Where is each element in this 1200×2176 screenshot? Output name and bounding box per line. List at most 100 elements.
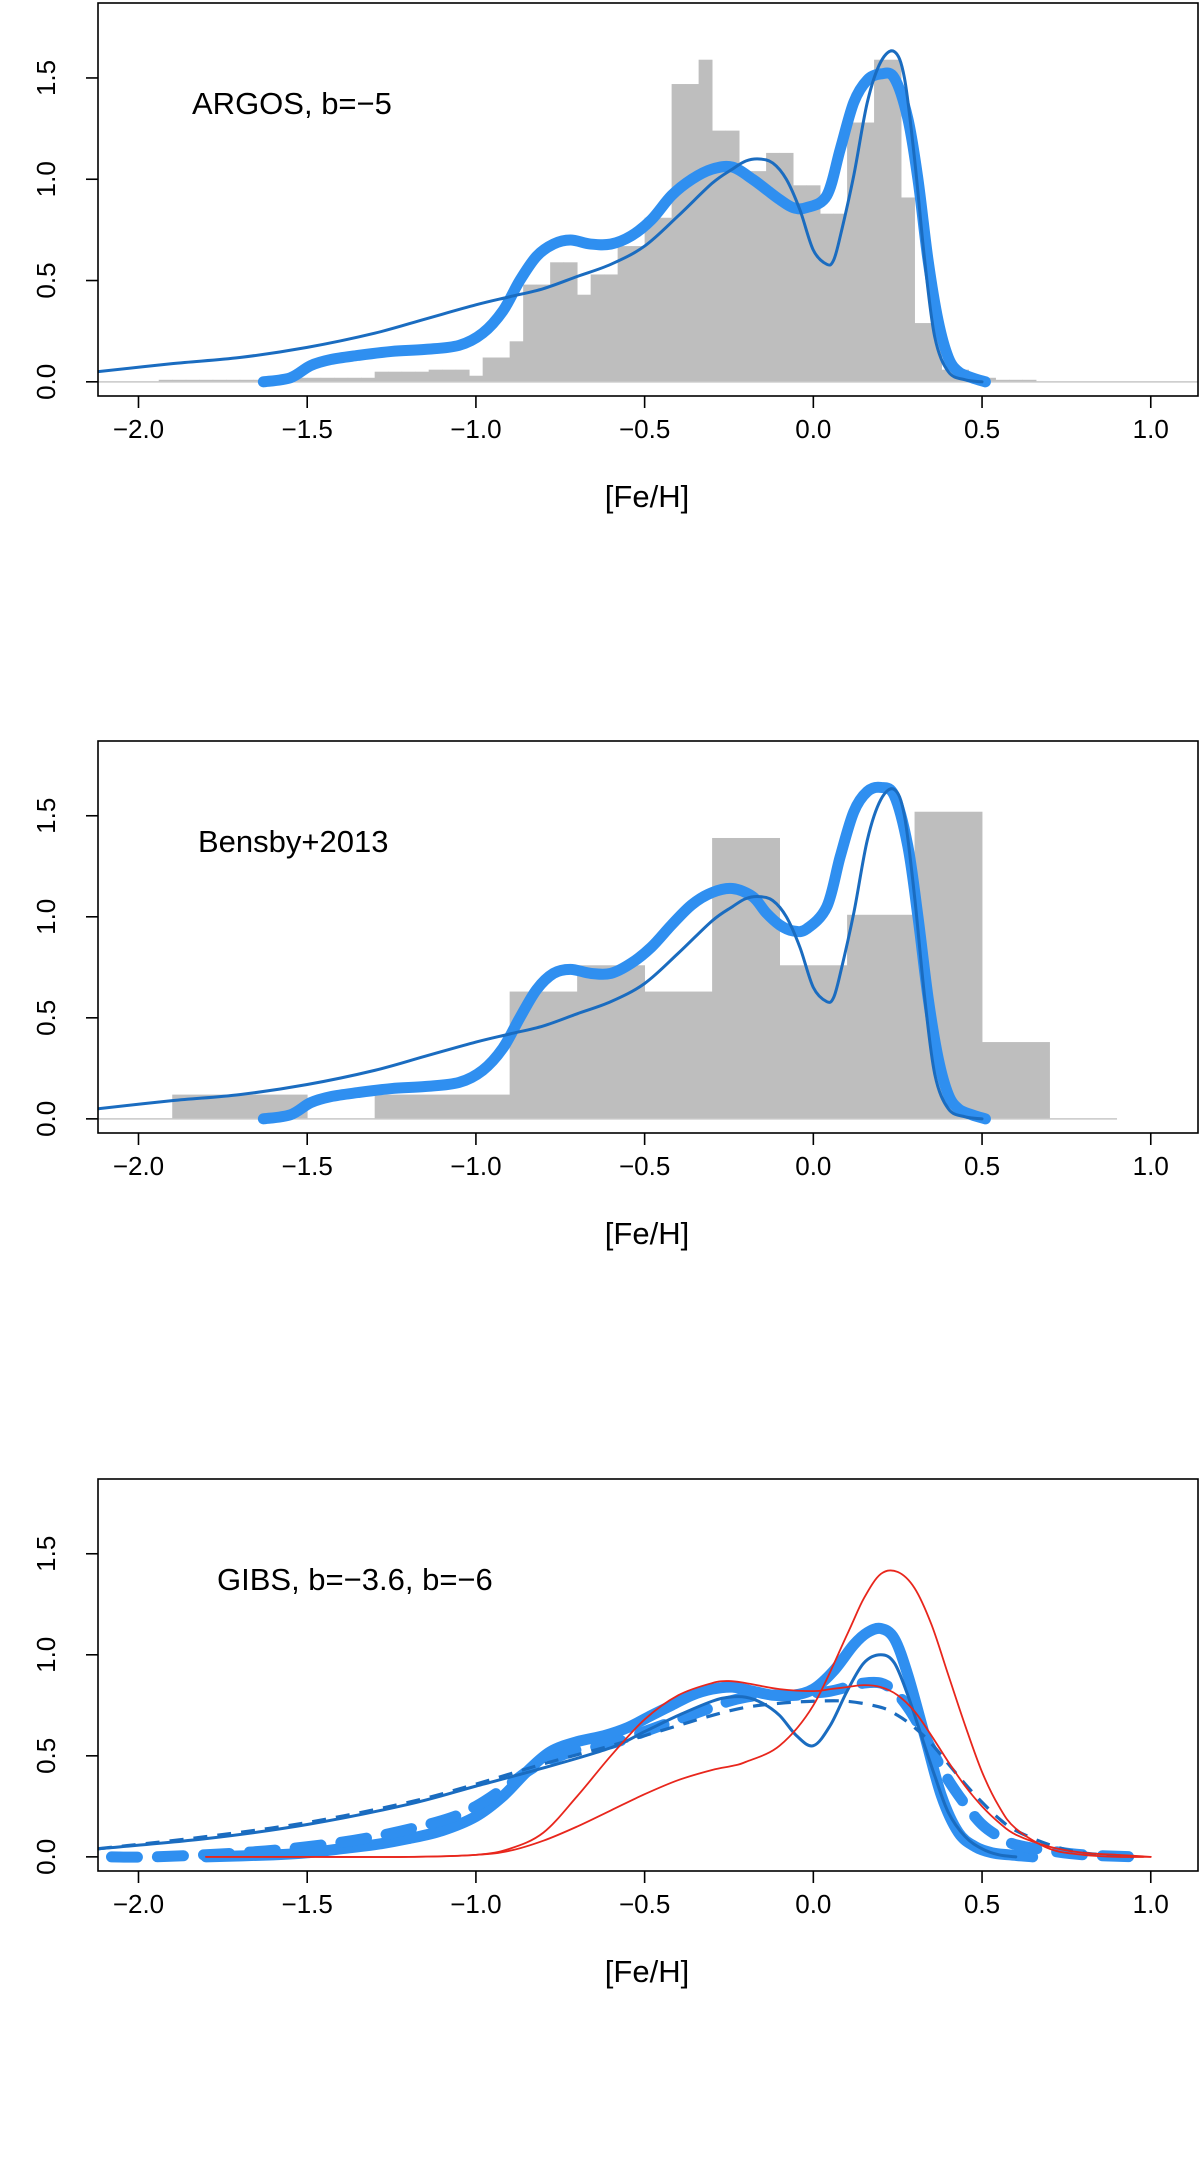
y-tick-label: 0.0 [31,1101,61,1137]
y-tick-label: 1.0 [31,161,61,197]
histogram-bar [658,217,673,382]
histogram-bar [347,377,362,382]
histogram-bar [374,1094,511,1119]
y-tick-label: 1.0 [31,1637,61,1673]
histogram-bar [847,122,861,382]
y-tick-label: 1.5 [31,798,61,834]
x-tick-label: −1.0 [450,414,501,444]
series-line-thin [98,1653,1018,1859]
x-tick-label: −1.5 [282,414,333,444]
histogram-bar [172,379,187,382]
x-tick-label: −0.5 [619,1151,670,1181]
histogram-bar [685,84,700,382]
panel-2: −2.0 −1.5 −1.0 −0.5 0.0 0.5 1.0 0.0 0.5 1.0 1.5 [Fe… [31,740,1199,1251]
histogram-bar [806,185,821,382]
plot-area [98,49,1198,388]
plot-frame [97,2,1199,397]
panel-annotation: Bensby+2013 [198,824,388,859]
histogram-bar [455,369,470,382]
plot-frame [97,740,1199,1134]
y-tick-label: 1.5 [31,1536,61,1572]
histogram-bar [1009,379,1023,382]
series-line-thin-dashed [98,1699,1135,1859]
panel-3: −2.0 −1.5 −1.0 −0.5 0.0 0.5 1.0 0.0 0.5 1.0 1.5 [Fe… [31,1478,1199,1989]
y-tick-label: 0.5 [31,1000,61,1036]
histogram-bar [995,379,1010,382]
series-line-red [205,1680,1152,1858]
histogram-bar [739,171,754,382]
x-tick-label: 0.0 [795,1151,831,1181]
histogram-bar [631,246,646,382]
histogram-bar [550,262,565,382]
histogram-bar [563,262,578,382]
x-axis-title: [Fe/H] [605,1216,689,1251]
plot-area [98,781,1118,1125]
histogram-bar [644,217,659,382]
histogram-bar [766,152,780,382]
x-tick-label: 0.0 [795,1889,831,1919]
histogram-bar [887,59,902,382]
x-axis-title: [Fe/H] [605,479,689,514]
panel-annotation: ARGOS, b=−5 [192,86,392,121]
histogram-bar [536,284,551,382]
y-tick-label: 0.5 [31,262,61,298]
y-tick-label: 0.0 [31,1839,61,1875]
x-axis-title: [Fe/H] [605,1954,689,1989]
series-line-red [205,1569,1152,1858]
histogram-bar [185,379,200,382]
histogram-bar [307,377,322,382]
histogram-bar [428,369,443,382]
x-tick-label: 0.5 [964,1889,1000,1919]
y-tick-label: 1.0 [31,899,61,935]
x-tick-label: −1.0 [450,1889,501,1919]
histogram-bar [671,84,686,382]
x-tick-label: 1.0 [1133,414,1169,444]
histogram-bar [698,59,713,382]
histogram-bar [847,914,915,1119]
series-line-thin [98,787,984,1121]
histogram-bar [820,213,834,382]
histogram-bar [226,379,241,382]
histogram-bar [415,371,430,382]
histogram-bar [752,171,767,382]
histogram-bar [361,377,376,382]
x-tick-label: −1.5 [282,1889,333,1919]
histogram-bar [617,246,632,382]
x-tick-label: −0.5 [619,1889,670,1919]
x-tick-label: 1.0 [1133,1889,1169,1919]
x-tick-label: −0.5 [619,414,670,444]
histogram-bar [577,294,592,382]
histogram-bar [833,213,848,382]
histogram-bar [442,369,457,382]
histogram-bar [1022,379,1037,382]
histogram-bar [604,274,619,382]
histogram-bar [239,379,254,382]
histogram-bar [793,185,807,382]
histogram-bar [469,375,484,382]
plot-frame [97,1478,1199,1872]
histogram-bar [982,1042,1050,1119]
histogram-bar [212,379,227,382]
histogram-bar [401,371,416,382]
histogram-bar [509,341,524,382]
histogram-bar [334,377,349,382]
x-tick-label: 1.0 [1133,1151,1169,1181]
y-tick-label: 0.0 [31,364,61,400]
histogram-bar [496,357,511,382]
histogram-bar [712,837,780,1119]
histogram-bar [901,197,915,382]
histogram-bar [158,379,173,382]
histogram-bar [590,274,605,382]
histogram-bar [374,371,389,382]
histogram-bar [482,357,497,382]
histogram-bar [388,371,403,382]
x-tick-label: −2.0 [113,1151,164,1181]
histogram-bar [874,59,888,382]
x-tick-label: −1.0 [450,1151,501,1181]
histogram-bar [293,377,308,382]
panel-1: −2.0 −1.5 −1.0 −0.5 0.0 0.5 1.0 0.0 0.5 1.0 1.5 [Fe… [31,2,1199,514]
histogram-bar [725,130,740,382]
x-tick-label: 0.5 [964,414,1000,444]
x-tick-label: −2.0 [113,414,164,444]
